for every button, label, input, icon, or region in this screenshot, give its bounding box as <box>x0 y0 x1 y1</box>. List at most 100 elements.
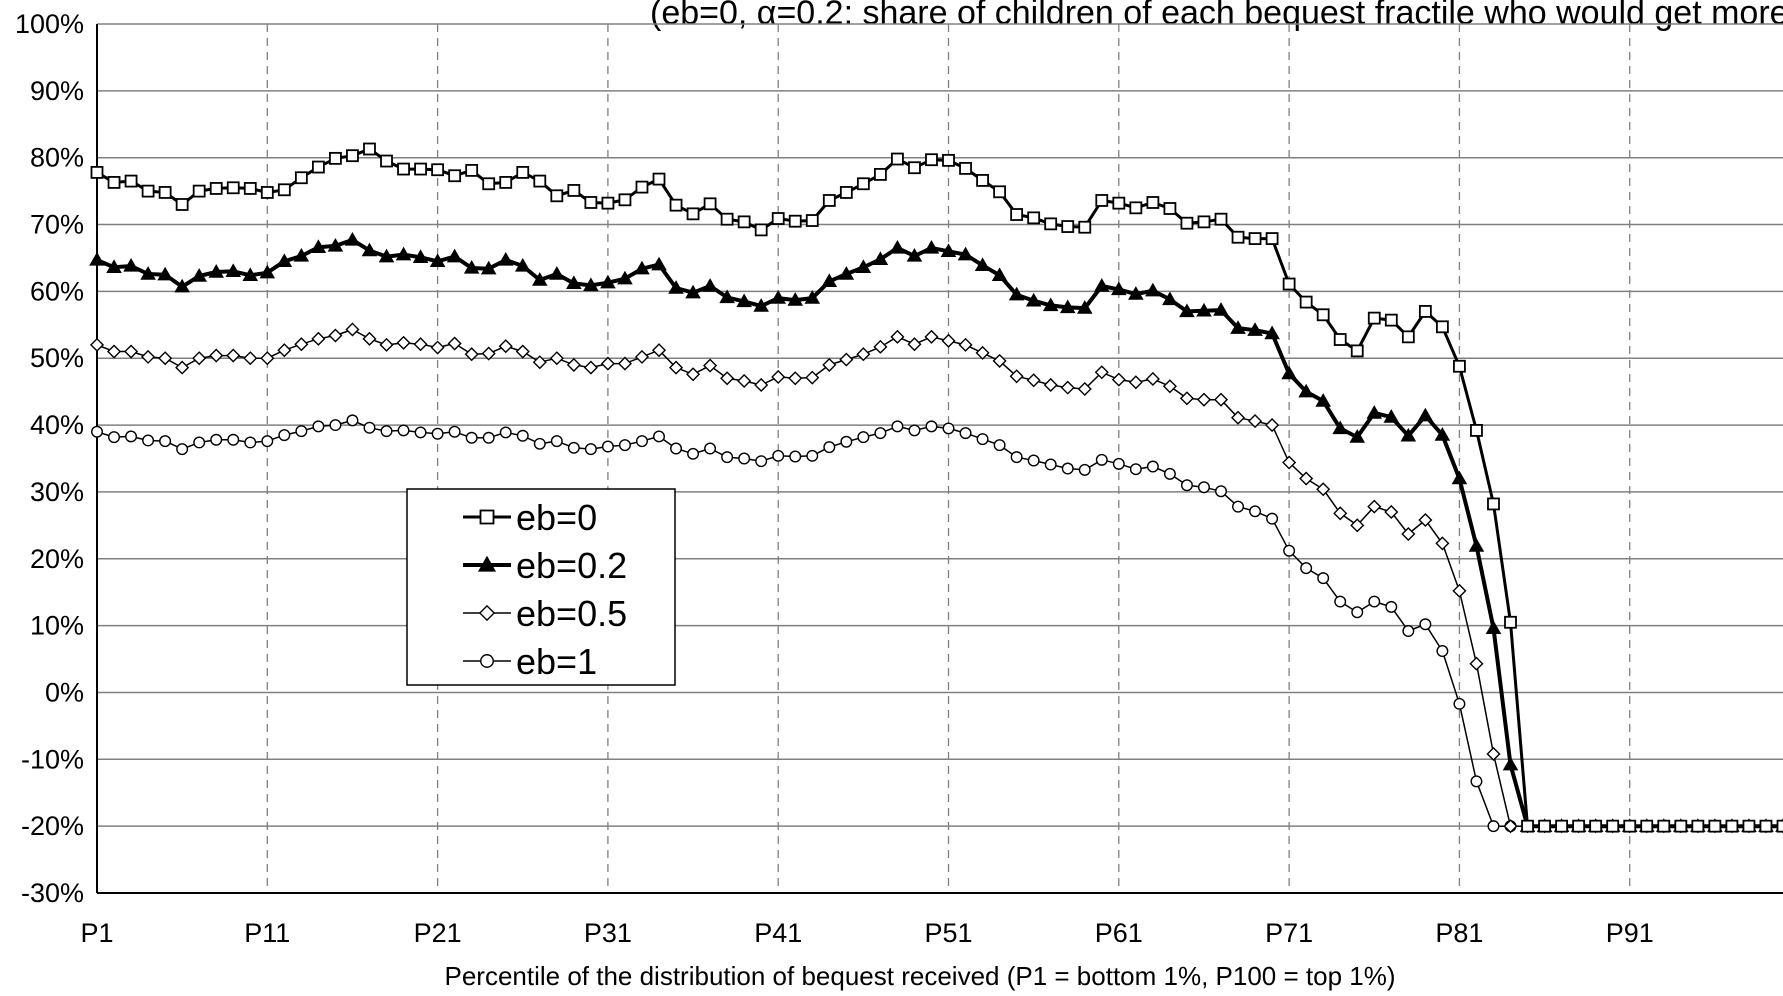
marker-circle <box>790 451 801 462</box>
marker-circle <box>381 426 392 437</box>
marker-square <box>432 164 443 175</box>
y-tick-label: 0% <box>45 677 84 707</box>
marker-square <box>1284 279 1295 290</box>
marker-circle <box>1131 464 1142 475</box>
marker-square <box>534 176 545 187</box>
marker-diamond <box>278 344 290 356</box>
marker-circle <box>1318 573 1329 584</box>
marker-circle <box>688 449 699 460</box>
marker-square <box>1709 821 1720 832</box>
marker-diamond <box>244 352 256 364</box>
y-tick-label: 100% <box>15 9 84 39</box>
marker-diamond <box>1266 419 1278 431</box>
marker-diamond <box>1181 392 1193 404</box>
marker-square <box>1573 821 1584 832</box>
marker-square <box>568 185 579 196</box>
marker-square <box>1556 821 1567 832</box>
marker-square <box>1607 821 1618 832</box>
marker-square <box>211 183 222 194</box>
y-tick-label: 40% <box>30 410 84 440</box>
marker-triangle <box>550 267 564 279</box>
marker-circle <box>177 444 188 455</box>
x-axis-label: Percentile of the distribution of beques… <box>444 961 1395 991</box>
marker-circle <box>330 420 341 431</box>
marker-diamond <box>568 359 580 371</box>
marker-diamond <box>704 360 716 372</box>
marker-diamond <box>840 354 852 366</box>
marker-square <box>619 194 630 205</box>
marker-square <box>1181 218 1192 229</box>
marker-circle <box>994 440 1005 451</box>
marker-circle <box>1182 480 1193 491</box>
marker-diamond <box>1062 382 1074 394</box>
marker-square <box>330 153 341 164</box>
marker-triangle <box>1487 621 1501 633</box>
marker-circle <box>364 422 375 433</box>
marker-diamond <box>91 339 103 351</box>
marker-diamond <box>925 331 937 343</box>
marker-circle <box>671 443 682 454</box>
marker-square <box>398 164 409 175</box>
marker-square <box>1045 218 1056 229</box>
marker-circle <box>977 434 988 445</box>
marker-square <box>960 163 971 174</box>
marker-square <box>228 182 239 193</box>
marker-diamond <box>738 375 750 387</box>
x-tick-label: P91 <box>1606 918 1654 948</box>
marker-diamond <box>721 372 733 384</box>
marker-diamond <box>874 341 886 353</box>
marker-square <box>1726 821 1737 832</box>
marker-circle <box>1028 455 1039 466</box>
marker-diamond <box>415 338 427 350</box>
marker-square <box>1743 821 1754 832</box>
marker-square <box>654 174 665 185</box>
marker-square <box>1471 425 1482 436</box>
marker-square <box>807 215 818 226</box>
marker-square <box>705 198 716 209</box>
legend: eb=0eb=0.2eb=0.5eb=1 <box>407 489 675 685</box>
marker-square <box>1267 233 1278 244</box>
series-line <box>97 420 1783 826</box>
series <box>90 144 1783 833</box>
marker-circle <box>109 432 120 443</box>
marker-square <box>449 170 460 181</box>
marker-circle <box>535 439 546 450</box>
marker-circle <box>722 452 733 463</box>
marker-circle <box>245 437 256 448</box>
marker-square <box>126 176 137 187</box>
marker-circle <box>926 421 937 432</box>
marker-circle <box>1062 463 1073 474</box>
marker-diamond <box>261 352 273 364</box>
marker-diamond <box>329 329 341 341</box>
marker-diamond <box>823 359 835 371</box>
marker-diamond <box>1487 748 1499 760</box>
marker-square <box>1403 331 1414 342</box>
marker-triangle <box>90 253 104 265</box>
marker-circle <box>1216 486 1227 497</box>
marker-square <box>1147 197 1158 208</box>
x-tick-label: P41 <box>754 918 802 948</box>
marker-circle <box>1114 459 1125 470</box>
marker-square <box>671 200 682 211</box>
marker-square <box>347 150 358 161</box>
marker-diamond <box>977 347 989 359</box>
marker-circle <box>552 436 563 447</box>
legend-label: eb=0 <box>516 497 597 538</box>
marker-triangle <box>499 253 513 265</box>
marker-circle <box>1335 596 1346 607</box>
marker-circle <box>517 430 528 441</box>
marker-circle <box>637 436 648 447</box>
marker-circle <box>756 456 767 467</box>
marker-diamond <box>346 323 358 335</box>
marker-circle <box>398 425 409 436</box>
marker-square <box>1318 309 1329 320</box>
marker-diamond <box>125 345 137 357</box>
marker-diamond <box>108 345 120 357</box>
marker-square <box>892 154 903 165</box>
series-eb=0.5 <box>91 323 1783 832</box>
marker-diamond <box>1470 658 1482 670</box>
marker-square <box>194 186 205 197</box>
marker-circle <box>603 441 614 452</box>
marker-circle <box>1284 545 1295 556</box>
x-tick-label: P71 <box>1265 918 1313 948</box>
